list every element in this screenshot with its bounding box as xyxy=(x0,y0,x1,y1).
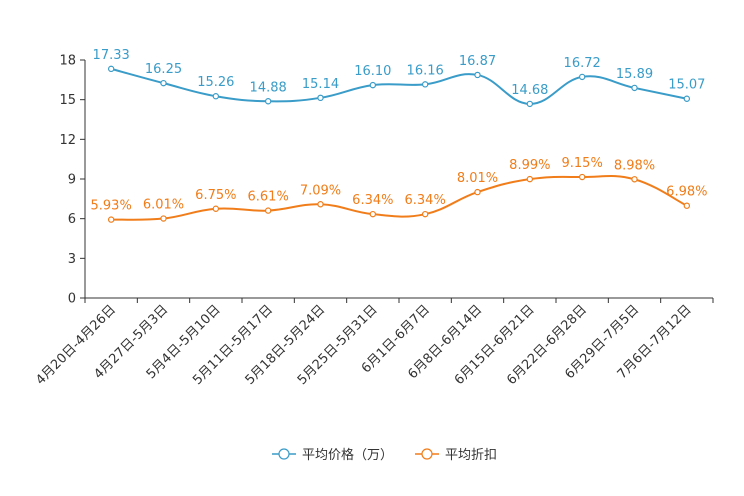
data-label: 16.16 xyxy=(407,63,444,78)
data-label: 15.14 xyxy=(302,77,339,92)
data-label: 6.61% xyxy=(248,190,289,205)
data-label: 6.75% xyxy=(195,188,236,203)
data-point[interactable] xyxy=(526,175,534,183)
data-label: 15.26 xyxy=(197,75,234,90)
data-label: 16.10 xyxy=(354,64,391,79)
legend-item-1[interactable]: 平均价格（万） xyxy=(272,447,393,463)
data-point[interactable] xyxy=(264,207,272,214)
data-label: 15.89 xyxy=(616,67,653,82)
series-line xyxy=(111,174,688,221)
data-label: 16.72 xyxy=(564,56,601,71)
legend-marker-icon xyxy=(278,448,290,460)
data-point[interactable] xyxy=(264,98,272,105)
data-point[interactable] xyxy=(578,73,586,81)
data-point[interactable] xyxy=(631,84,638,92)
data-label: 8.98% xyxy=(614,158,655,173)
legend-label: 平均折扣 xyxy=(445,448,497,463)
data-label: 9.15% xyxy=(562,156,603,171)
chart-legend[interactable]: 平均价格（万） 平均折扣 xyxy=(272,447,497,463)
data-point[interactable] xyxy=(160,79,167,87)
data-label: 17.33 xyxy=(93,48,130,63)
data-point[interactable] xyxy=(421,81,429,88)
data-point[interactable] xyxy=(421,210,429,218)
y-tick-label: 0 xyxy=(68,292,76,307)
data-label: 8.01% xyxy=(457,171,498,186)
data-point[interactable] xyxy=(160,215,167,222)
data-point[interactable] xyxy=(212,205,220,212)
data-point[interactable] xyxy=(212,93,220,100)
data-label: 7.09% xyxy=(300,183,341,198)
data-label: 8.99% xyxy=(509,158,550,173)
data-label: 16.87 xyxy=(459,54,496,69)
data-label: 14.68 xyxy=(511,83,548,98)
series-1: 17.33 16.25 15.26 14.88 15.14 16.10 16.16 16.87… xyxy=(93,48,705,108)
legend-item-2[interactable]: 平均折扣 xyxy=(415,448,497,463)
data-point[interactable] xyxy=(107,65,115,73)
data-label: 6.01% xyxy=(143,198,184,213)
data-label: 6.98% xyxy=(666,185,707,200)
data-point[interactable] xyxy=(317,201,324,208)
data-point[interactable] xyxy=(683,95,691,102)
data-point[interactable] xyxy=(631,176,638,183)
data-point[interactable] xyxy=(474,188,481,196)
data-point[interactable] xyxy=(107,216,115,223)
legend-marker-icon xyxy=(421,448,433,460)
data-label: 15.07 xyxy=(668,78,705,93)
y-tick-label: 15 xyxy=(59,93,76,108)
series-2: 5.93% 6.01% 6.75% 6.61% 7.09% 6.34% 6.34% 8.01%… xyxy=(91,156,707,223)
y-tick-label: 3 xyxy=(68,252,76,267)
chart-axes: 03691215184月20日-4月26日4月27日-5月3日5月4日-5月10… xyxy=(33,54,714,388)
data-point[interactable] xyxy=(683,202,691,209)
data-point[interactable] xyxy=(578,173,586,181)
data-point[interactable] xyxy=(317,94,324,102)
data-point[interactable] xyxy=(474,71,481,79)
data-label: 6.34% xyxy=(405,193,446,208)
data-label: 14.88 xyxy=(250,80,287,95)
y-tick-label: 6 xyxy=(68,212,76,227)
data-label: 6.34% xyxy=(352,193,393,208)
data-label: 5.93% xyxy=(91,199,132,214)
legend-label: 平均价格（万） xyxy=(302,447,393,463)
data-point[interactable] xyxy=(369,81,377,89)
y-tick-label: 9 xyxy=(68,173,76,188)
chart-series: 17.33 16.25 15.26 14.88 15.14 16.10 16.16 16.87… xyxy=(91,48,707,223)
y-tick-label: 18 xyxy=(59,54,76,69)
y-tick-label: 12 xyxy=(59,133,76,148)
data-label: 16.25 xyxy=(145,62,182,77)
data-point[interactable] xyxy=(369,210,377,218)
data-point[interactable] xyxy=(526,100,534,108)
